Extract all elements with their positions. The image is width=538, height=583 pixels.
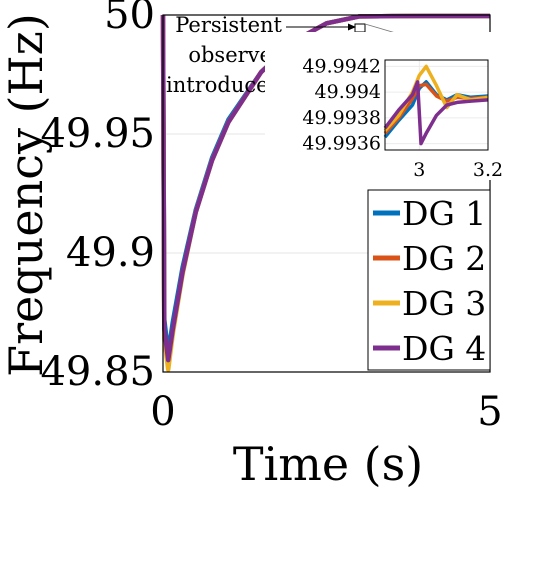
- legend-label-dg-3: DG 3: [402, 284, 486, 323]
- inset-y-tick-label: 49.994: [315, 81, 381, 103]
- y-tick-label: 49.85: [40, 349, 155, 395]
- y-tick-label: 50: [104, 0, 155, 38]
- y-tick-label: 49.9: [66, 230, 155, 276]
- legend-label-dg-2: DG 2: [402, 239, 486, 278]
- series-line-dg-4: [160, 13, 490, 363]
- legend: DG 1 DG 2 DG 3 DG 4: [367, 189, 491, 371]
- y-tick-label: 49.95: [40, 111, 155, 157]
- zoom-region-marker: [354, 23, 366, 33]
- annotation-line-1: Persistent: [175, 13, 282, 37]
- x-tick-label: 5: [477, 389, 502, 435]
- legend-label-dg-4: DG 4: [402, 329, 486, 368]
- inset-y-tick-labels: 49.9936 49.9938 49.994 49.9942: [302, 55, 381, 154]
- annotation-arrow-head: [348, 23, 356, 31]
- annotation-line-3: introduced: [166, 73, 282, 97]
- y-axis-label: Frequency (Hz): [0, 13, 53, 377]
- legend-box: [367, 189, 491, 371]
- inset-x-tick-labels: 3 3.2: [413, 159, 503, 181]
- inset-frame: [384, 59, 489, 151]
- inset-y-tick-label: 49.9938: [302, 107, 381, 129]
- inset-x-tick-label: 3: [413, 159, 425, 181]
- inset-y-tick-label: 49.9936: [302, 133, 381, 155]
- inset-y-tick-label: 49.9942: [302, 55, 381, 77]
- inset-x-tick-label: 3.2: [473, 159, 503, 181]
- inset-background: [265, 32, 493, 180]
- y-tick-labels: 49.85 49.9 49.95 50: [40, 0, 155, 395]
- x-tick-label: 0: [150, 389, 175, 435]
- main-series-group: [160, 13, 490, 372]
- legend-label-dg-1: DG 1: [402, 194, 486, 233]
- inset-series-line-dg-4: [383, 80, 489, 146]
- x-axis-label: Time (s): [233, 437, 423, 491]
- inset-series-group: [383, 64, 489, 146]
